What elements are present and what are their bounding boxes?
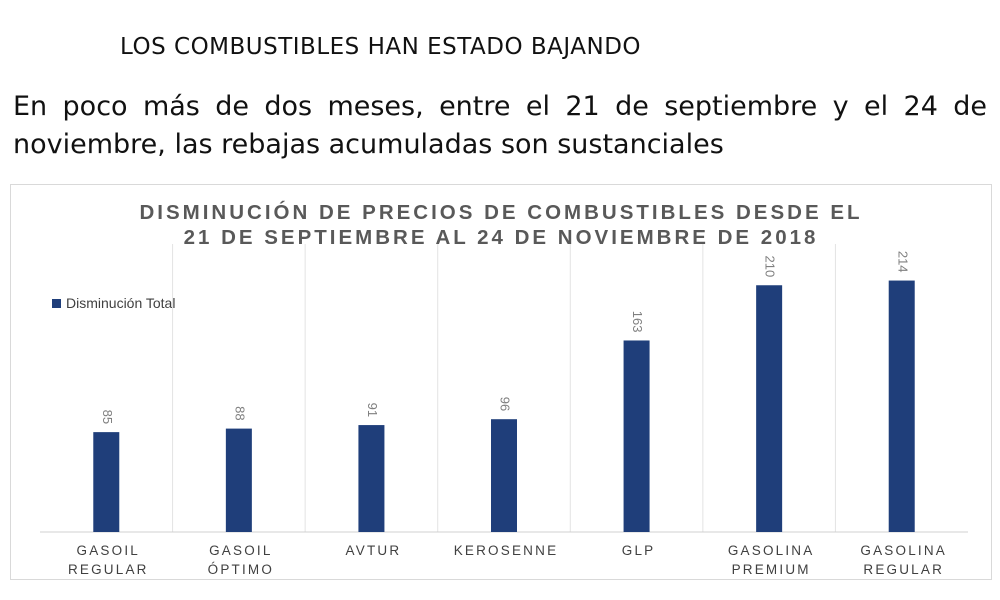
category-label: GASOIL [77, 543, 140, 558]
data-label: 163 [630, 311, 645, 333]
legend-label: Disminución Total [66, 295, 176, 311]
bar [358, 425, 385, 532]
page-subtitle: En poco más de dos meses, entre el 21 de… [13, 91, 987, 160]
data-label: 96 [498, 397, 513, 411]
category-label: REGULAR [863, 562, 944, 577]
category-label: GLP [622, 543, 656, 558]
data-label: 210 [763, 256, 778, 278]
category-label: GASOLINA [728, 543, 815, 558]
page-title: LOS COMBUSTIBLES HAN ESTADO BAJANDO [120, 34, 642, 60]
data-label: 85 [100, 410, 115, 424]
bar [888, 280, 915, 532]
category-label: AVTUR [346, 543, 402, 558]
category-label: REGULAR [68, 562, 149, 577]
chart-legend: Disminución Total [52, 292, 176, 315]
bar [623, 340, 650, 532]
category-label: GASOIL [209, 543, 272, 558]
bar [93, 432, 120, 532]
data-label: 91 [365, 403, 380, 417]
category-label: PREMIUM [732, 562, 811, 577]
bar [756, 285, 783, 532]
chart-title-line-2: 21 DE SEPTIEMBRE AL 24 DE NOVIEMBRE DE 2… [183, 226, 819, 249]
category-label: GASOLINA [860, 543, 947, 558]
category-label: KEROSENNE [454, 543, 559, 558]
category-label: ÓPTIMO [208, 562, 274, 577]
bar [225, 428, 252, 532]
chart-title-line-1: DISMINUCIÓN DE PRECIOS DE COMBUSTIBLES D… [139, 201, 863, 224]
bar [491, 419, 517, 532]
chart-title: DISMINUCIÓN DE PRECIOS DE COMBUSTIBLES D… [10, 200, 992, 250]
data-label: 214 [895, 251, 910, 273]
data-label: 88 [232, 406, 247, 420]
legend-swatch [52, 299, 61, 308]
